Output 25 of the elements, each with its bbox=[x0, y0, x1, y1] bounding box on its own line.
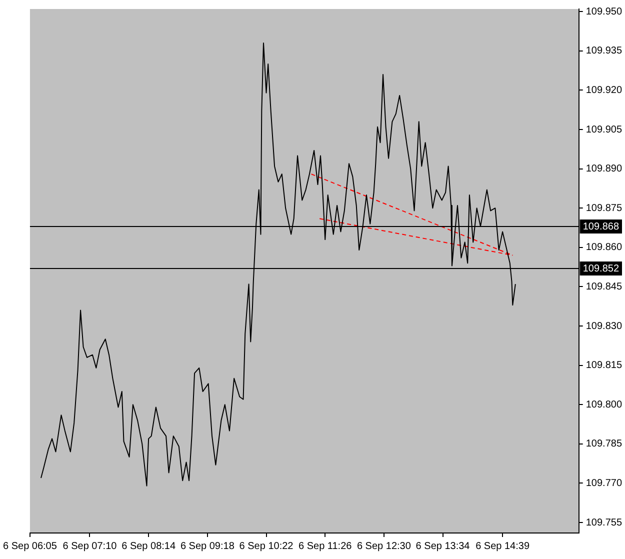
x-tick-label: 6 Sep 14:39 bbox=[476, 540, 530, 552]
y-tick-label: 109.860 bbox=[586, 242, 622, 254]
ref-line-label: 109.868 bbox=[582, 221, 620, 232]
y-tick-label: 109.845 bbox=[586, 281, 622, 292]
x-tick-label: 6 Sep 07:10 bbox=[62, 540, 118, 552]
ref-line-label: 109.852 bbox=[582, 263, 620, 274]
y-tick-label: 109.950 bbox=[586, 6, 622, 18]
y-tick-label: 109.755 bbox=[586, 517, 622, 528]
y-tick-label: 109.785 bbox=[586, 438, 622, 450]
x-tick-label: 6 Sep 11:26 bbox=[298, 540, 352, 552]
y-tick-label: 109.920 bbox=[586, 84, 622, 96]
y-tick-label: 109.890 bbox=[586, 164, 622, 175]
y-tick-label: 109.935 bbox=[586, 46, 622, 57]
x-tick-label: 6 Sep 09:18 bbox=[180, 540, 235, 552]
x-tick-label: 6 Sep 13:34 bbox=[416, 540, 470, 552]
x-tick-label: 6 Sep 08:14 bbox=[122, 540, 176, 552]
x-tick-label: 6 Sep 10:22 bbox=[239, 540, 294, 552]
y-tick-label: 109.770 bbox=[586, 478, 622, 489]
y-tick-label: 109.815 bbox=[586, 360, 622, 372]
y-tick-label: 109.800 bbox=[586, 399, 622, 410]
y-tick-label: 109.905 bbox=[586, 124, 622, 136]
y-tick-label: 109.830 bbox=[586, 320, 622, 332]
y-tick-label: 109.875 bbox=[586, 202, 622, 214]
x-tick-label: 6 Sep 06:05 bbox=[3, 540, 58, 552]
x-tick-label: 6 Sep 12:30 bbox=[356, 540, 412, 552]
